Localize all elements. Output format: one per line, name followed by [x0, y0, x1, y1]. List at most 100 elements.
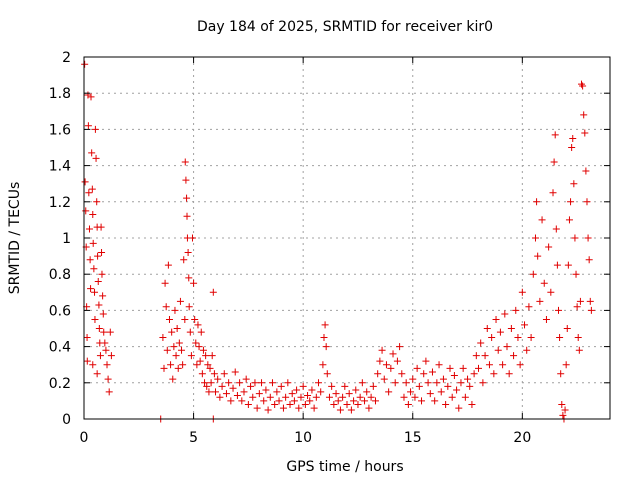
- data-point: [396, 343, 404, 351]
- data-point: [365, 404, 373, 412]
- data-point: [197, 328, 205, 336]
- data-point: [247, 382, 255, 390]
- data-point: [380, 375, 388, 383]
- data-point: [466, 382, 474, 390]
- data-point: [404, 401, 412, 409]
- data-point: [448, 393, 456, 401]
- data-point: [439, 375, 447, 383]
- data-point: [212, 388, 219, 396]
- axis-ticks: 00.20.40.60.811.21.41.61.820 5 10 15 20: [49, 50, 610, 446]
- data-point: [356, 393, 364, 401]
- data-point: [343, 401, 351, 409]
- data-point: [92, 154, 100, 162]
- data-point: [88, 185, 96, 193]
- data-point: [264, 406, 272, 414]
- data-point: [286, 401, 294, 409]
- data-point: [106, 328, 114, 336]
- data-point: [86, 256, 94, 264]
- data-point: [181, 158, 189, 166]
- data-point: [81, 178, 89, 186]
- data-point: [573, 303, 581, 311]
- data-point: [193, 361, 201, 369]
- data-point: [174, 364, 182, 372]
- data-point: [525, 303, 533, 311]
- data-point: [182, 176, 190, 184]
- data-point: [183, 212, 191, 220]
- data-point: [83, 334, 91, 342]
- data-point: [587, 306, 595, 314]
- data-point: [82, 207, 90, 215]
- data-point: [225, 379, 233, 387]
- data-point: [171, 306, 179, 314]
- data-point: [279, 404, 287, 412]
- data-point: [542, 315, 550, 323]
- data-point: [260, 397, 268, 405]
- data-point: [100, 328, 108, 336]
- data-point: [374, 370, 382, 378]
- data-point: [572, 270, 580, 278]
- data-point: [185, 303, 193, 311]
- data-point: [87, 285, 95, 293]
- data-point: [413, 364, 421, 372]
- data-point: [184, 248, 192, 256]
- data-point: [159, 334, 167, 342]
- data-point: [169, 375, 177, 383]
- data-point: [98, 270, 106, 278]
- data-point: [199, 346, 207, 354]
- data-point: [284, 379, 292, 387]
- data-point: [301, 401, 309, 409]
- data-point: [209, 288, 217, 296]
- data-point: [428, 368, 436, 376]
- data-point: [488, 334, 496, 342]
- x-tick-label: 20: [513, 430, 531, 446]
- data-point: [433, 379, 441, 387]
- data-point: [574, 334, 582, 342]
- data-point: [98, 248, 106, 256]
- data-point: [496, 328, 504, 336]
- data-point: [240, 388, 248, 396]
- y-tick-label: 0.6: [49, 303, 71, 319]
- data-point: [207, 379, 215, 387]
- data-point: [367, 393, 375, 401]
- data-point: [178, 346, 186, 354]
- data-point: [266, 393, 274, 401]
- x-tick-label: 0: [80, 430, 89, 446]
- data-point: [186, 328, 194, 336]
- data-point: [339, 393, 347, 401]
- data-point: [578, 80, 586, 88]
- data-point: [194, 321, 202, 329]
- data-point: [85, 225, 93, 233]
- y-tick-label: 2: [62, 50, 71, 66]
- chart-title: Day 184 of 2025, SRMTID for receiver kir…: [197, 19, 493, 35]
- data-point: [557, 370, 565, 378]
- data-point: [424, 379, 432, 387]
- data-point: [103, 361, 111, 369]
- data-point: [91, 315, 99, 323]
- data-point: [358, 379, 366, 387]
- data-point: [91, 125, 99, 133]
- data-point: [409, 375, 417, 383]
- data-point: [85, 189, 93, 197]
- data-point: [512, 306, 520, 314]
- data-point: [271, 401, 279, 409]
- data-point: [214, 375, 222, 383]
- data-point: [102, 346, 110, 354]
- data-point: [93, 370, 101, 378]
- data-point: [304, 391, 312, 399]
- x-tick-label: 5: [189, 430, 198, 446]
- data-point: [507, 325, 515, 332]
- data-point: [552, 225, 560, 233]
- data-point: [218, 382, 226, 390]
- data-point: [477, 339, 485, 347]
- data-point: [315, 379, 323, 387]
- data-point: [332, 390, 340, 398]
- data-point: [437, 388, 445, 396]
- data-point: [540, 279, 548, 287]
- data-point: [481, 352, 489, 360]
- data-point: [531, 234, 539, 242]
- data-point: [575, 346, 583, 354]
- data-point: [164, 261, 172, 269]
- data-point: [87, 93, 95, 101]
- data-point: [81, 60, 89, 68]
- data-point: [464, 375, 472, 383]
